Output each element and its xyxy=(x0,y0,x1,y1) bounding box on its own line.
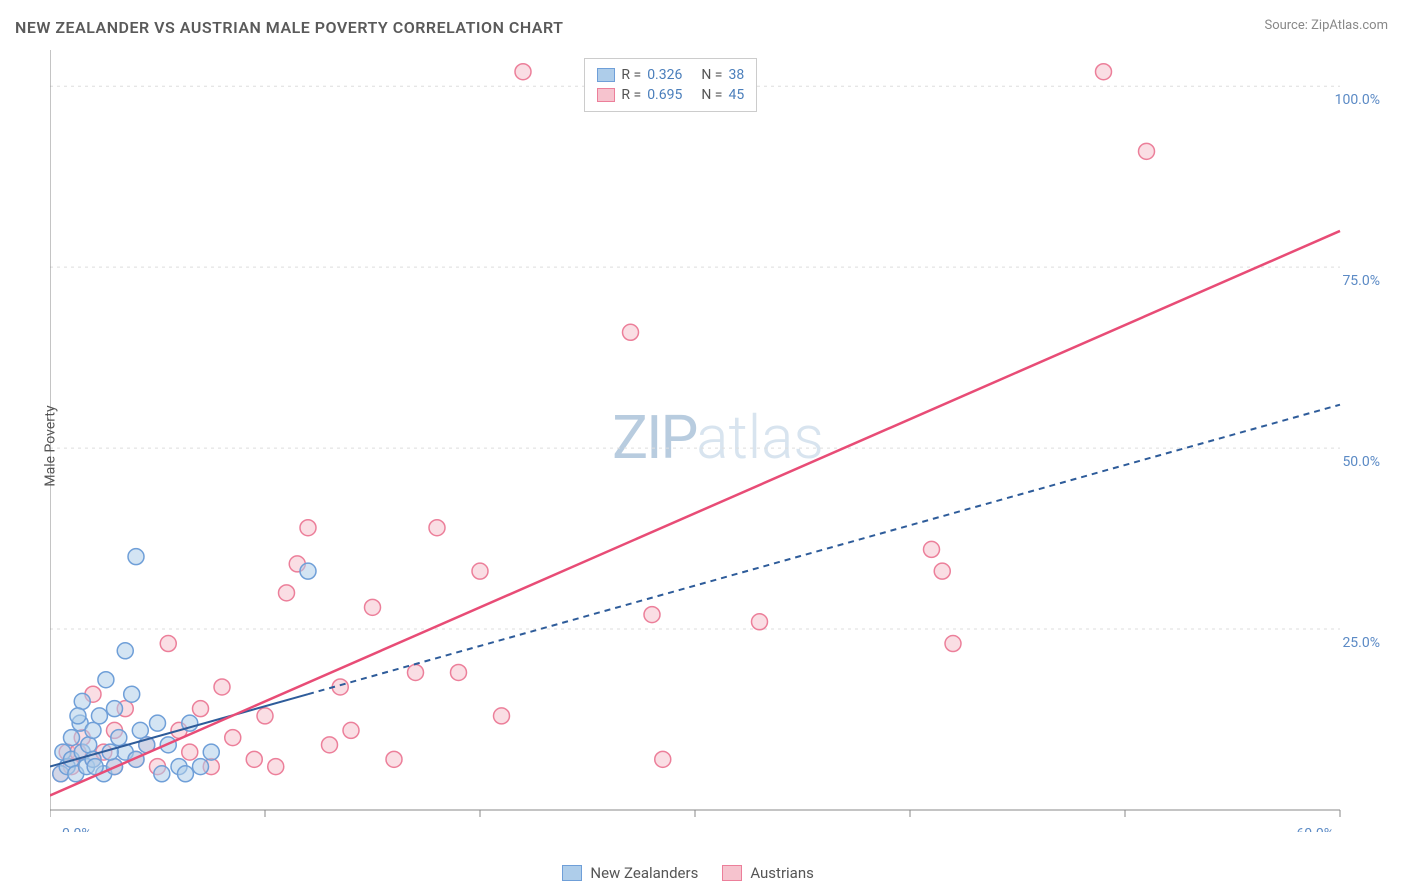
legend-swatch xyxy=(597,68,615,82)
r-label: R = xyxy=(621,87,641,103)
n-label: N = xyxy=(701,67,722,83)
legend-swatch xyxy=(722,865,742,881)
legend-row: R = 0.695 N = 45 xyxy=(597,85,744,105)
r-value: 0.326 xyxy=(647,67,682,83)
svg-text:0.0%: 0.0% xyxy=(62,826,92,832)
legend-row: R = 0.326 N = 38 xyxy=(597,65,744,85)
chart-title: NEW ZEALANDER VS AUSTRIAN MALE POVERTY C… xyxy=(15,18,563,37)
svg-text:25.0%: 25.0% xyxy=(1342,635,1380,651)
chart-area: ZIPatlas 25.0%50.0%75.0%100.0%0.0%60.0% … xyxy=(50,50,1386,832)
n-value: 45 xyxy=(728,87,744,103)
legend-swatch xyxy=(597,88,615,102)
n-label: N = xyxy=(701,87,722,103)
legend-swatch xyxy=(562,865,582,881)
legend-series-name: New Zealanders xyxy=(590,864,698,882)
r-label: R = xyxy=(621,67,641,83)
correlation-legend: R = 0.326 N = 38 R = 0.695 N = 45 xyxy=(584,58,757,112)
legend-item: Austrians xyxy=(722,864,814,882)
legend-series-name: Austrians xyxy=(750,864,814,882)
svg-text:50.0%: 50.0% xyxy=(1342,454,1380,470)
svg-text:100.0%: 100.0% xyxy=(1335,92,1380,108)
svg-text:75.0%: 75.0% xyxy=(1342,273,1380,289)
n-value: 38 xyxy=(728,67,744,83)
scatter-plot: 25.0% 50.0% 75.0% 100.0% 0.0% 60.0% xyxy=(50,50,1386,832)
source-attribution: Source: ZipAtlas.com xyxy=(1264,18,1388,33)
svg-text:60.0%: 60.0% xyxy=(1296,826,1334,832)
series-legend: New Zealanders Austrians xyxy=(562,864,813,882)
y-axis-label: Male Poverty xyxy=(43,405,59,486)
legend-item: New Zealanders xyxy=(562,864,698,882)
r-value: 0.695 xyxy=(647,87,682,103)
